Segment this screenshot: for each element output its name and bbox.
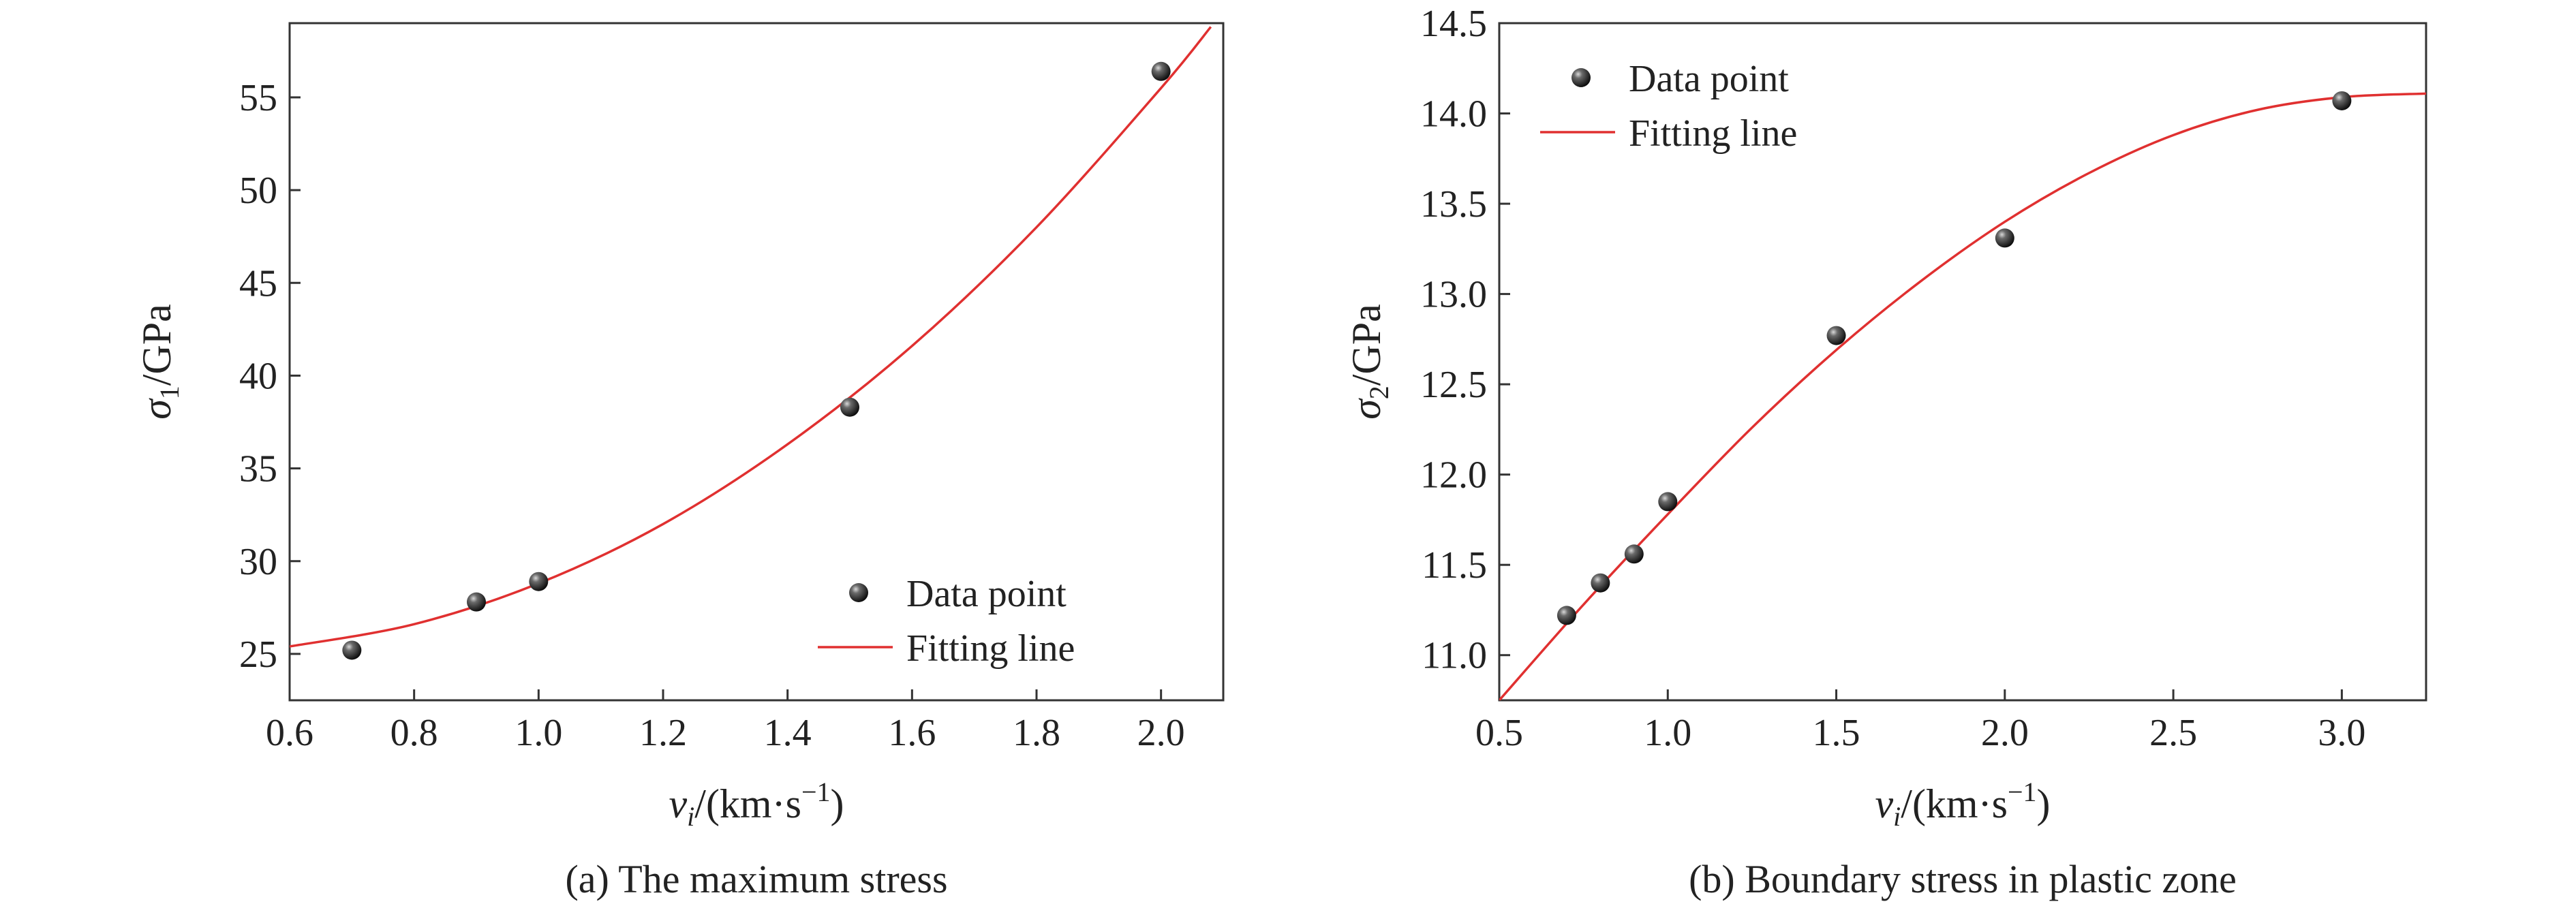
x-axis-title-a: vi/(km·s−1)	[669, 777, 844, 832]
data-point-b	[2332, 91, 2352, 110]
y-tick-label: 12.5	[1420, 364, 1487, 406]
plot-frame-b	[1498, 22, 2427, 702]
y-tick-label: 11.5	[1422, 544, 1487, 587]
fitting-line-a	[290, 26, 1212, 648]
caption-a: (a) The maximum stress	[565, 857, 947, 901]
y-tick-label: 30	[239, 541, 277, 583]
legend-a: Data point Fitting line	[818, 573, 1075, 670]
y-tick-label: 45	[239, 262, 277, 304]
data-point-a	[342, 640, 362, 660]
fitting-line-b	[1499, 92, 2426, 700]
legend-label-fitting-line: Fitting line	[1629, 112, 1797, 155]
data-point-a	[467, 592, 486, 612]
y-tick-label: 14.5	[1420, 3, 1487, 45]
x-tick-label: 1.0	[1644, 712, 1691, 754]
y-tick-label: 12.0	[1420, 454, 1487, 497]
panel-b: 0.5 1.0 1.5 2.0 2.5 3.0 11.0 11.5 12.0 12.5 13.0 13…	[1344, 3, 2427, 901]
x-tick-label: 1.2	[639, 712, 687, 754]
y-tick-label: 11.0	[1422, 635, 1487, 677]
caption-b: (b) Boundary stress in plastic zone	[1689, 857, 2237, 901]
y-tick-label: 40	[239, 355, 277, 397]
legend-b: Data point Fitting line	[1540, 58, 1797, 155]
data-point-b	[1591, 573, 1610, 593]
y-tick-label: 50	[239, 170, 277, 212]
y-tick-label: 14.0	[1420, 93, 1487, 136]
data-point-a	[529, 572, 549, 591]
y-axis-title-b: σ2/GPa	[1344, 304, 1394, 420]
legend-label-data-point: Data point	[906, 573, 1067, 615]
x-tick-label: 1.6	[888, 712, 936, 754]
x-tick-label: 0.5	[1475, 712, 1523, 754]
x-tick-label: 1.4	[764, 712, 812, 754]
x-tick-label: 1.8	[1013, 712, 1060, 754]
plot-area-a: 0.6 0.8 1.0 1.2 1.4 1.6 1.8 2.0 25 30 35 40 45 50 55 vi…	[134, 22, 1225, 832]
y-tick-label: 55	[239, 77, 277, 119]
x-tick-label: 0.8	[390, 712, 438, 754]
y-tick-label: 13.5	[1420, 183, 1487, 225]
data-point-b	[1557, 606, 1576, 625]
data-point-b	[1658, 492, 1678, 512]
x-tick-label: 2.5	[2149, 712, 2197, 754]
legend-marker-point	[1571, 68, 1591, 87]
y-tick-label: 35	[239, 448, 277, 490]
y-tick-label: 13.0	[1420, 274, 1487, 316]
legend-label-data-point: Data point	[1629, 58, 1789, 100]
x-axis-title-b: vi/(km·s−1)	[1875, 777, 2051, 832]
x-tick-label: 3.0	[2318, 712, 2365, 754]
legend-marker-point	[849, 583, 868, 602]
plot-frame-a	[288, 22, 1225, 702]
data-point-a	[840, 397, 859, 417]
data-point-b	[1826, 326, 1846, 345]
panel-a: 0.6 0.8 1.0 1.2 1.4 1.6 1.8 2.0 25 30 35 40 45 50 55 vi…	[134, 22, 1225, 901]
plot-area-b: 0.5 1.0 1.5 2.0 2.5 3.0 11.0 11.5 12.0 12.5 13.0 13…	[1344, 3, 2427, 832]
x-tick-label: 2.0	[1981, 712, 2029, 754]
data-point-a	[1151, 61, 1171, 81]
y-tick-label: 25	[239, 634, 277, 676]
x-tick-label: 0.6	[266, 712, 313, 754]
data-point-b	[1995, 228, 2014, 248]
x-tick-label: 1.0	[515, 712, 562, 754]
x-tick-label: 2.0	[1137, 712, 1185, 754]
x-tick-label: 1.5	[1813, 712, 1860, 754]
legend-label-fitting-line: Fitting line	[906, 627, 1075, 670]
y-axis-title-a: σ1/GPa	[134, 304, 185, 420]
data-point-b	[1624, 544, 1644, 564]
